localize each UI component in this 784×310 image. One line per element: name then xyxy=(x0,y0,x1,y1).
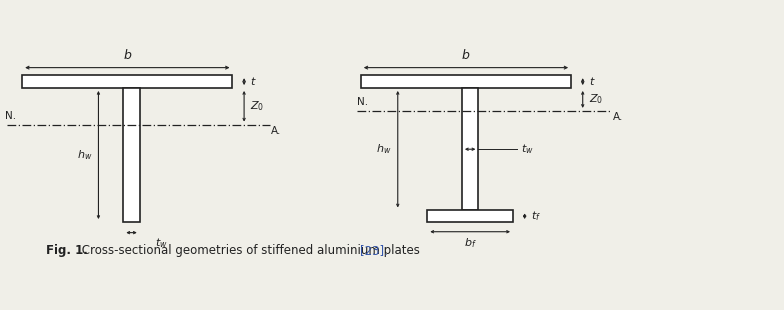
Text: t: t xyxy=(250,77,255,86)
Text: A.: A. xyxy=(613,113,623,122)
Text: b: b xyxy=(462,49,470,62)
Text: N.: N. xyxy=(5,111,16,121)
Text: $h_w$: $h_w$ xyxy=(376,142,391,156)
Text: $h_w$: $h_w$ xyxy=(77,148,93,162)
Bar xyxy=(123,88,140,222)
Text: t: t xyxy=(589,77,593,86)
Bar xyxy=(462,88,478,210)
Text: Fig. 1.: Fig. 1. xyxy=(45,244,88,257)
Text: $Z_0$: $Z_0$ xyxy=(250,100,264,113)
Text: A.: A. xyxy=(271,126,281,136)
Text: N.: N. xyxy=(357,97,368,107)
Text: $t_w$: $t_w$ xyxy=(521,142,534,156)
Text: $b_f$: $b_f$ xyxy=(464,236,477,250)
Text: $Z_0$: $Z_0$ xyxy=(589,93,603,106)
Text: Cross-sectional geometries of stiffened aluminium plates: Cross-sectional geometries of stiffened … xyxy=(78,244,424,257)
Bar xyxy=(427,210,513,222)
Bar xyxy=(361,75,571,88)
Text: b: b xyxy=(123,49,131,62)
Text: [23].: [23]. xyxy=(360,244,388,257)
Text: $t_w$: $t_w$ xyxy=(155,236,168,250)
Bar xyxy=(22,75,232,88)
Text: $t_f$: $t_f$ xyxy=(531,209,541,223)
